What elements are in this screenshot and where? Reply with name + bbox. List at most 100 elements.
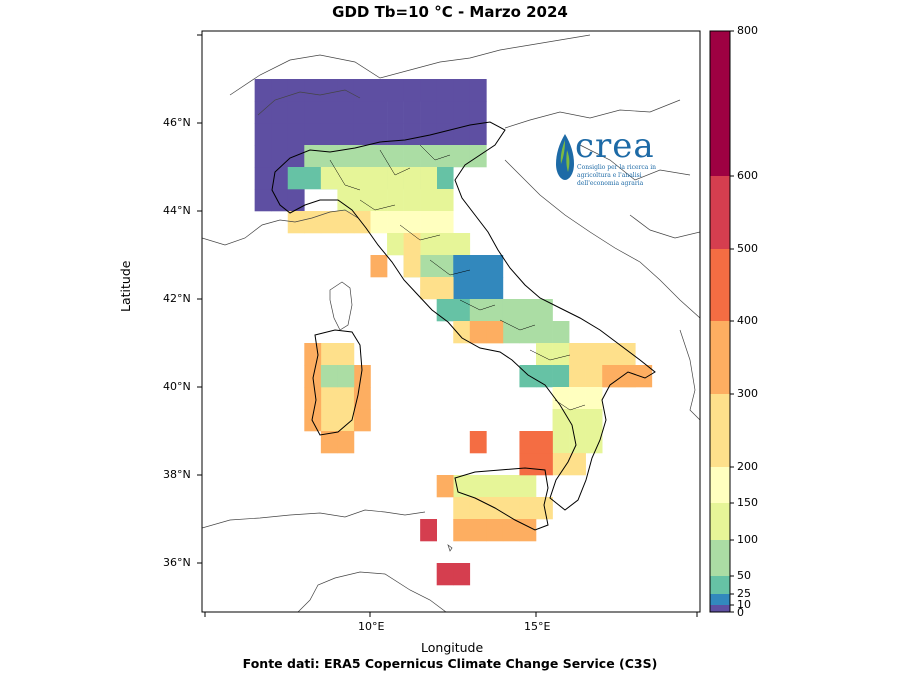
y-tick-38n: 38°N <box>163 468 191 481</box>
colorbar-label-10: 10 <box>737 598 751 611</box>
gdd-cell <box>337 101 355 124</box>
gdd-cell <box>387 233 404 256</box>
gdd-cell <box>469 497 487 520</box>
gdd-cell <box>569 343 586 366</box>
gdd-cell <box>453 519 471 542</box>
gdd-cell <box>353 123 371 146</box>
gdd-cell <box>403 123 421 146</box>
gdd-cell <box>469 255 487 278</box>
gdd-cell <box>271 101 289 124</box>
gdd-cell <box>387 167 404 190</box>
colorbar-bin-10-25 <box>710 594 730 605</box>
adriatic-east-coast <box>504 159 700 319</box>
gdd-cell <box>320 365 338 388</box>
gdd-cell <box>453 497 471 520</box>
gdd-cell <box>618 365 636 388</box>
gdd-cell <box>469 431 487 454</box>
colorbar-bin-0-10 <box>710 605 730 612</box>
gdd-cell <box>486 475 504 498</box>
axis-ticks <box>197 34 698 617</box>
gdd-cell <box>453 321 471 344</box>
regions-internal <box>329 144 586 411</box>
gdd-cell <box>320 409 338 432</box>
gdd-cell <box>453 145 471 168</box>
logo-word: crea <box>575 126 655 166</box>
gdd-cell <box>287 79 305 102</box>
gdd-cell <box>569 365 586 388</box>
colorbar-bin-600-800 <box>710 31 730 176</box>
gdd-cell <box>585 365 603 388</box>
gdd-cell <box>453 101 471 124</box>
gdd-cell <box>569 431 586 454</box>
gdd-cell <box>436 79 454 102</box>
gdd-grid-cells <box>254 79 653 586</box>
gdd-cell <box>536 453 553 476</box>
gdd-cell <box>569 387 586 410</box>
gdd-cell <box>552 453 570 476</box>
gdd-cell <box>337 409 355 432</box>
y-tick-36n: 36°N <box>163 556 191 569</box>
gdd-cell <box>420 167 437 190</box>
gdd-cell <box>453 563 471 586</box>
gdd-cell <box>420 233 437 256</box>
gdd-cell <box>519 431 537 454</box>
gdd-cell <box>337 431 355 454</box>
gdd-cell <box>420 255 437 278</box>
gdd-cell <box>403 101 421 124</box>
gdd-cell <box>420 277 437 300</box>
gdd-cell <box>436 563 454 586</box>
gdd-cell <box>536 431 553 454</box>
gdd-cell <box>453 79 471 102</box>
gdd-cell <box>370 167 388 190</box>
y-axis-label: Latitude <box>118 260 133 312</box>
gdd-cell <box>254 167 272 190</box>
gdd-cell <box>519 475 537 498</box>
gdd-cell <box>436 101 454 124</box>
gdd-cell <box>337 387 355 410</box>
colorbar-label-150: 150 <box>737 496 758 509</box>
gdd-cell <box>287 211 305 234</box>
gdd-cell <box>387 123 404 146</box>
gdd-cell <box>552 387 570 410</box>
gdd-cell <box>536 365 553 388</box>
gdd-cell <box>287 145 305 168</box>
gdd-cell <box>585 409 603 432</box>
gdd-cell <box>585 387 603 410</box>
gdd-cell <box>502 519 520 542</box>
gdd-cell <box>486 277 504 300</box>
gdd-cell <box>370 211 388 234</box>
gdd-cell <box>254 79 272 102</box>
gdd-cell <box>353 167 371 190</box>
gdd-cell <box>337 365 355 388</box>
gdd-cell <box>502 299 520 322</box>
leaf-drop-icon <box>556 134 574 180</box>
gdd-cell <box>469 101 487 124</box>
gdd-cell <box>552 321 570 344</box>
gdd-cell <box>320 167 338 190</box>
gdd-cell <box>403 233 421 256</box>
gdd-cell <box>337 343 355 366</box>
gdd-cell <box>453 123 471 146</box>
gdd-cell <box>320 101 338 124</box>
gdd-cell <box>337 167 355 190</box>
sardinia-outline <box>311 329 363 436</box>
coastline-south-west <box>202 509 426 529</box>
gdd-cell <box>618 343 636 366</box>
gdd-cell <box>304 387 322 410</box>
gdd-cell <box>502 475 520 498</box>
gdd-cell <box>353 365 371 388</box>
colorbar-bin-300-400 <box>710 321 730 394</box>
gdd-cell <box>536 343 553 366</box>
gdd-cell <box>254 145 272 168</box>
gdd-cell <box>287 167 305 190</box>
corsica <box>329 281 353 331</box>
gdd-cell <box>271 145 289 168</box>
italy-outline <box>271 121 656 531</box>
colorbar-label-200: 200 <box>737 460 758 473</box>
gdd-cell <box>403 145 421 168</box>
colorbar-label-400: 400 <box>737 314 758 327</box>
gdd-cell <box>436 167 454 190</box>
gdd-cell <box>585 343 603 366</box>
colorbar-bin-25-50 <box>710 576 730 594</box>
gdd-cell <box>569 453 586 476</box>
